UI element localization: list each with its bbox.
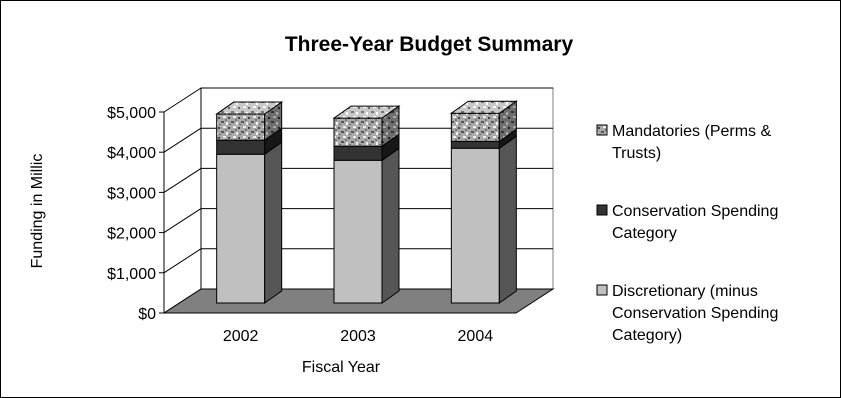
y-tick-label: $0 [138, 306, 156, 323]
legend: Mandatories (Perms & Trusts) Conservation … [596, 123, 778, 344]
bar-top [332, 105, 401, 119]
y-axis-label: Funding in Millic [29, 154, 46, 269]
bar-segment [333, 117, 383, 147]
bar-segment [333, 159, 383, 304]
chart-title: Three-Year Budget Summary [285, 33, 574, 56]
y-tick-label: $4,000 [107, 145, 156, 162]
x-tick-label: 2004 [458, 328, 494, 345]
legend-label: Conservation Spending [612, 203, 778, 220]
legend-label: Category) [612, 327, 682, 344]
bar-segment [450, 140, 500, 149]
y-tick-label: $1,000 [107, 266, 156, 283]
bar-segment [216, 153, 266, 304]
bar-segment [333, 145, 383, 161]
gridline-side [163, 87, 202, 113]
bar-segment [450, 147, 500, 304]
gridline-side [163, 248, 202, 274]
bar-top [215, 101, 284, 115]
gridline-side [163, 167, 202, 193]
legend-swatch [596, 124, 608, 136]
x-tick-label: 2002 [223, 328, 259, 345]
bar-segment [216, 139, 266, 155]
bar-segment [216, 113, 266, 141]
gridline-side [163, 127, 202, 153]
y-tick-label: $5,000 [107, 105, 156, 122]
legend-label: Trusts) [612, 145, 661, 162]
legend-label: Conservation Spending [612, 305, 778, 322]
legend-label: Category [612, 225, 677, 242]
legend-label: Mandatories (Perms & [612, 123, 771, 140]
bar-segment [450, 112, 500, 142]
x-axis-label: Fiscal Year [302, 359, 381, 376]
bar-top [449, 100, 518, 114]
legend-swatch [596, 204, 608, 216]
y-tick-label: $2,000 [107, 226, 156, 243]
y-tick-label: $3,000 [107, 185, 156, 202]
bars: 2002 2003 2004 [215, 100, 518, 345]
bar-segment-side [264, 141, 283, 304]
legend-label: Discretionary (minus [612, 283, 758, 300]
gridline-side [163, 208, 202, 234]
bar-segment-side [498, 135, 517, 304]
legend-swatch [596, 284, 608, 296]
x-tick-label: 2003 [340, 328, 376, 345]
bar-segment-side [381, 147, 400, 304]
